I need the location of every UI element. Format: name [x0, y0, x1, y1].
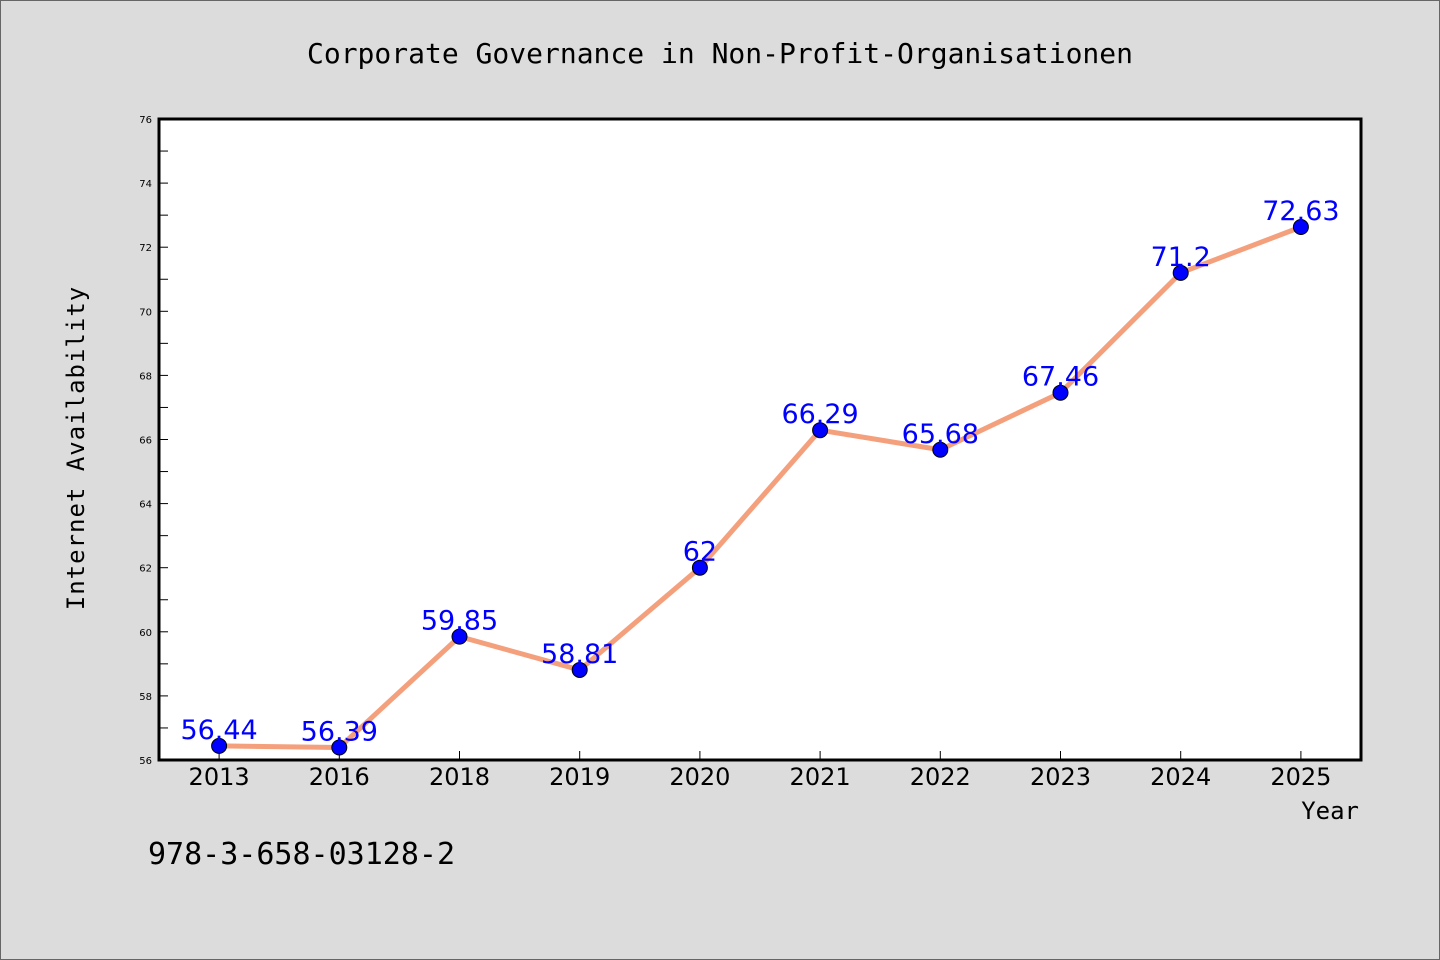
x-tick-label: 2020 — [669, 763, 730, 791]
x-tick-label: 2016 — [309, 763, 370, 791]
x-axis-label: Year — [1301, 797, 1359, 825]
chart-title: Corporate Governance in Non-Profit-Organ… — [307, 37, 1133, 70]
y-tick-label: 68 — [139, 371, 152, 382]
x-tick-label: 2022 — [910, 763, 971, 791]
y-axis: 56 58 60 62 64 66 68 70 72 74 76 — [139, 115, 168, 767]
x-tick-label: 2025 — [1270, 763, 1331, 791]
y-tick-label: 60 — [139, 628, 152, 639]
data-label: 58.81 — [541, 639, 618, 670]
data-label: 66.29 — [781, 399, 858, 430]
x-tick-label: 2019 — [549, 763, 610, 791]
y-tick-label: 74 — [139, 179, 152, 190]
data-point — [1052, 384, 1069, 401]
data-point — [691, 559, 708, 576]
y-tick-label: 66 — [139, 436, 152, 447]
data-point — [1172, 264, 1189, 281]
y-tick-label: 56 — [139, 756, 152, 767]
data-label: 56.44 — [180, 715, 257, 746]
data-label: 67.46 — [1022, 362, 1099, 393]
x-tick-label: 2018 — [429, 763, 490, 791]
x-tick-label: 2024 — [1150, 763, 1211, 791]
y-tick-label: 70 — [139, 307, 152, 318]
y-tick-label: 62 — [139, 564, 152, 575]
series-line — [219, 224, 1302, 751]
data-point — [211, 737, 228, 754]
data-point — [331, 739, 348, 756]
y-tick-label: 72 — [139, 243, 152, 254]
plot-area — [157, 117, 1363, 762]
data-label: 59.85 — [421, 606, 498, 637]
x-tick-label: 2021 — [790, 763, 851, 791]
data-label: 72.63 — [1262, 196, 1339, 227]
data-label: 56.39 — [301, 717, 378, 748]
data-point — [571, 661, 588, 678]
x-tick-label: 2023 — [1030, 763, 1091, 791]
data-point — [1292, 219, 1309, 236]
y-tick-label: 76 — [139, 115, 152, 126]
data-point — [812, 422, 829, 439]
data-point — [451, 628, 468, 645]
footnote: 978-3-658-03128-2 — [148, 837, 455, 872]
data-label: 62 — [683, 537, 717, 568]
y-tick-label: 58 — [139, 692, 152, 703]
y-axis-label: Internet Availability — [62, 286, 90, 610]
y-tick-label: 64 — [139, 500, 152, 511]
series-markers — [211, 219, 1309, 756]
data-label: 65.68 — [902, 419, 979, 450]
x-axis: 2013 2016 2018 2019 2020 2021 2022 2023 2024 2025 — [189, 751, 1331, 791]
data-point — [932, 441, 949, 458]
x-tick-label: 2013 — [189, 763, 250, 791]
data-labels: 56.44 56.39 59.85 58.81 62 66.29 65.68 67.46 71.… — [180, 196, 1339, 747]
data-label: 71.2 — [1151, 242, 1211, 273]
